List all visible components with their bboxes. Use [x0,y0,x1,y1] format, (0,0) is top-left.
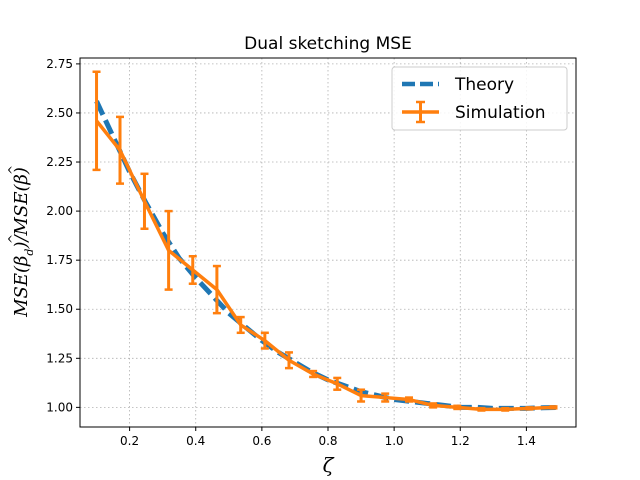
simulation-errorbar [260,331,269,350]
simulation-errorbar [164,209,173,291]
simulation-errorbar [116,115,125,185]
legend-simulation-label: Simulation [455,103,546,123]
simulation-errorbar [357,388,366,403]
legend-box [391,66,568,131]
y-axis-label-hat-1: ^ [6,234,20,244]
simulation-line [95,119,554,412]
legend-simulation-swatch [402,100,439,124]
simulation-errorbar [140,172,149,231]
x-tick-label: 0.2 [120,434,139,448]
x-tick-label: 1.2 [451,434,470,448]
x-tick-label: 1.0 [385,434,404,448]
y-tick-label: 1.50 [46,302,73,316]
y-tick-label: 1.00 [46,400,73,414]
simulation-errorbar [405,396,414,403]
chart-title: Dual sketching MSE [244,34,412,54]
grid [80,58,576,427]
y-axis-label: MSE(βd)/MSE(β) [11,167,36,318]
simulation-errorbar [501,406,510,412]
x-tick-label: 1.4 [517,434,536,448]
y-tick-label: 2.75 [46,57,73,71]
simulation-errorbar [212,264,221,315]
simulation-errorbar [309,369,318,379]
simulation-errorbar [284,351,293,370]
tick-layer: 0.2 0.4 0.6 0.8 1.0 1.2 1.4 1.00 1.25 1.50 1.75 2.0… [46,57,536,448]
series-layer [92,70,560,412]
y-axis-label-hat-2: ^ [6,165,20,175]
y-tick-label: 2.25 [46,155,73,169]
x-tick-label: 0.4 [186,434,205,448]
simulation-errorbar [525,406,534,411]
simulation-errorbar [453,404,462,411]
y-tick-label: 1.25 [46,351,73,365]
x-tick-label: 0.6 [252,434,271,448]
x-axis-label: ζ [323,453,335,477]
legend-theory-label: Theory [454,75,514,95]
legend: Theory Simulation [391,66,568,131]
y-tick-label: 1.75 [46,253,73,267]
simulation-errorbar [92,70,101,172]
y-tick-label: 2.50 [46,106,73,120]
y-tick-label: 2.00 [46,204,73,218]
simulation-errorbar [236,315,245,335]
x-tick-label: 0.8 [318,434,337,448]
simulation-errorbar [333,376,342,391]
simulation-errorbar [381,392,390,403]
simulation-errorbar [549,405,558,410]
simulation-errorbar [477,406,486,412]
simulation-errorbar [429,402,438,409]
simulation-errorbar [188,254,197,285]
